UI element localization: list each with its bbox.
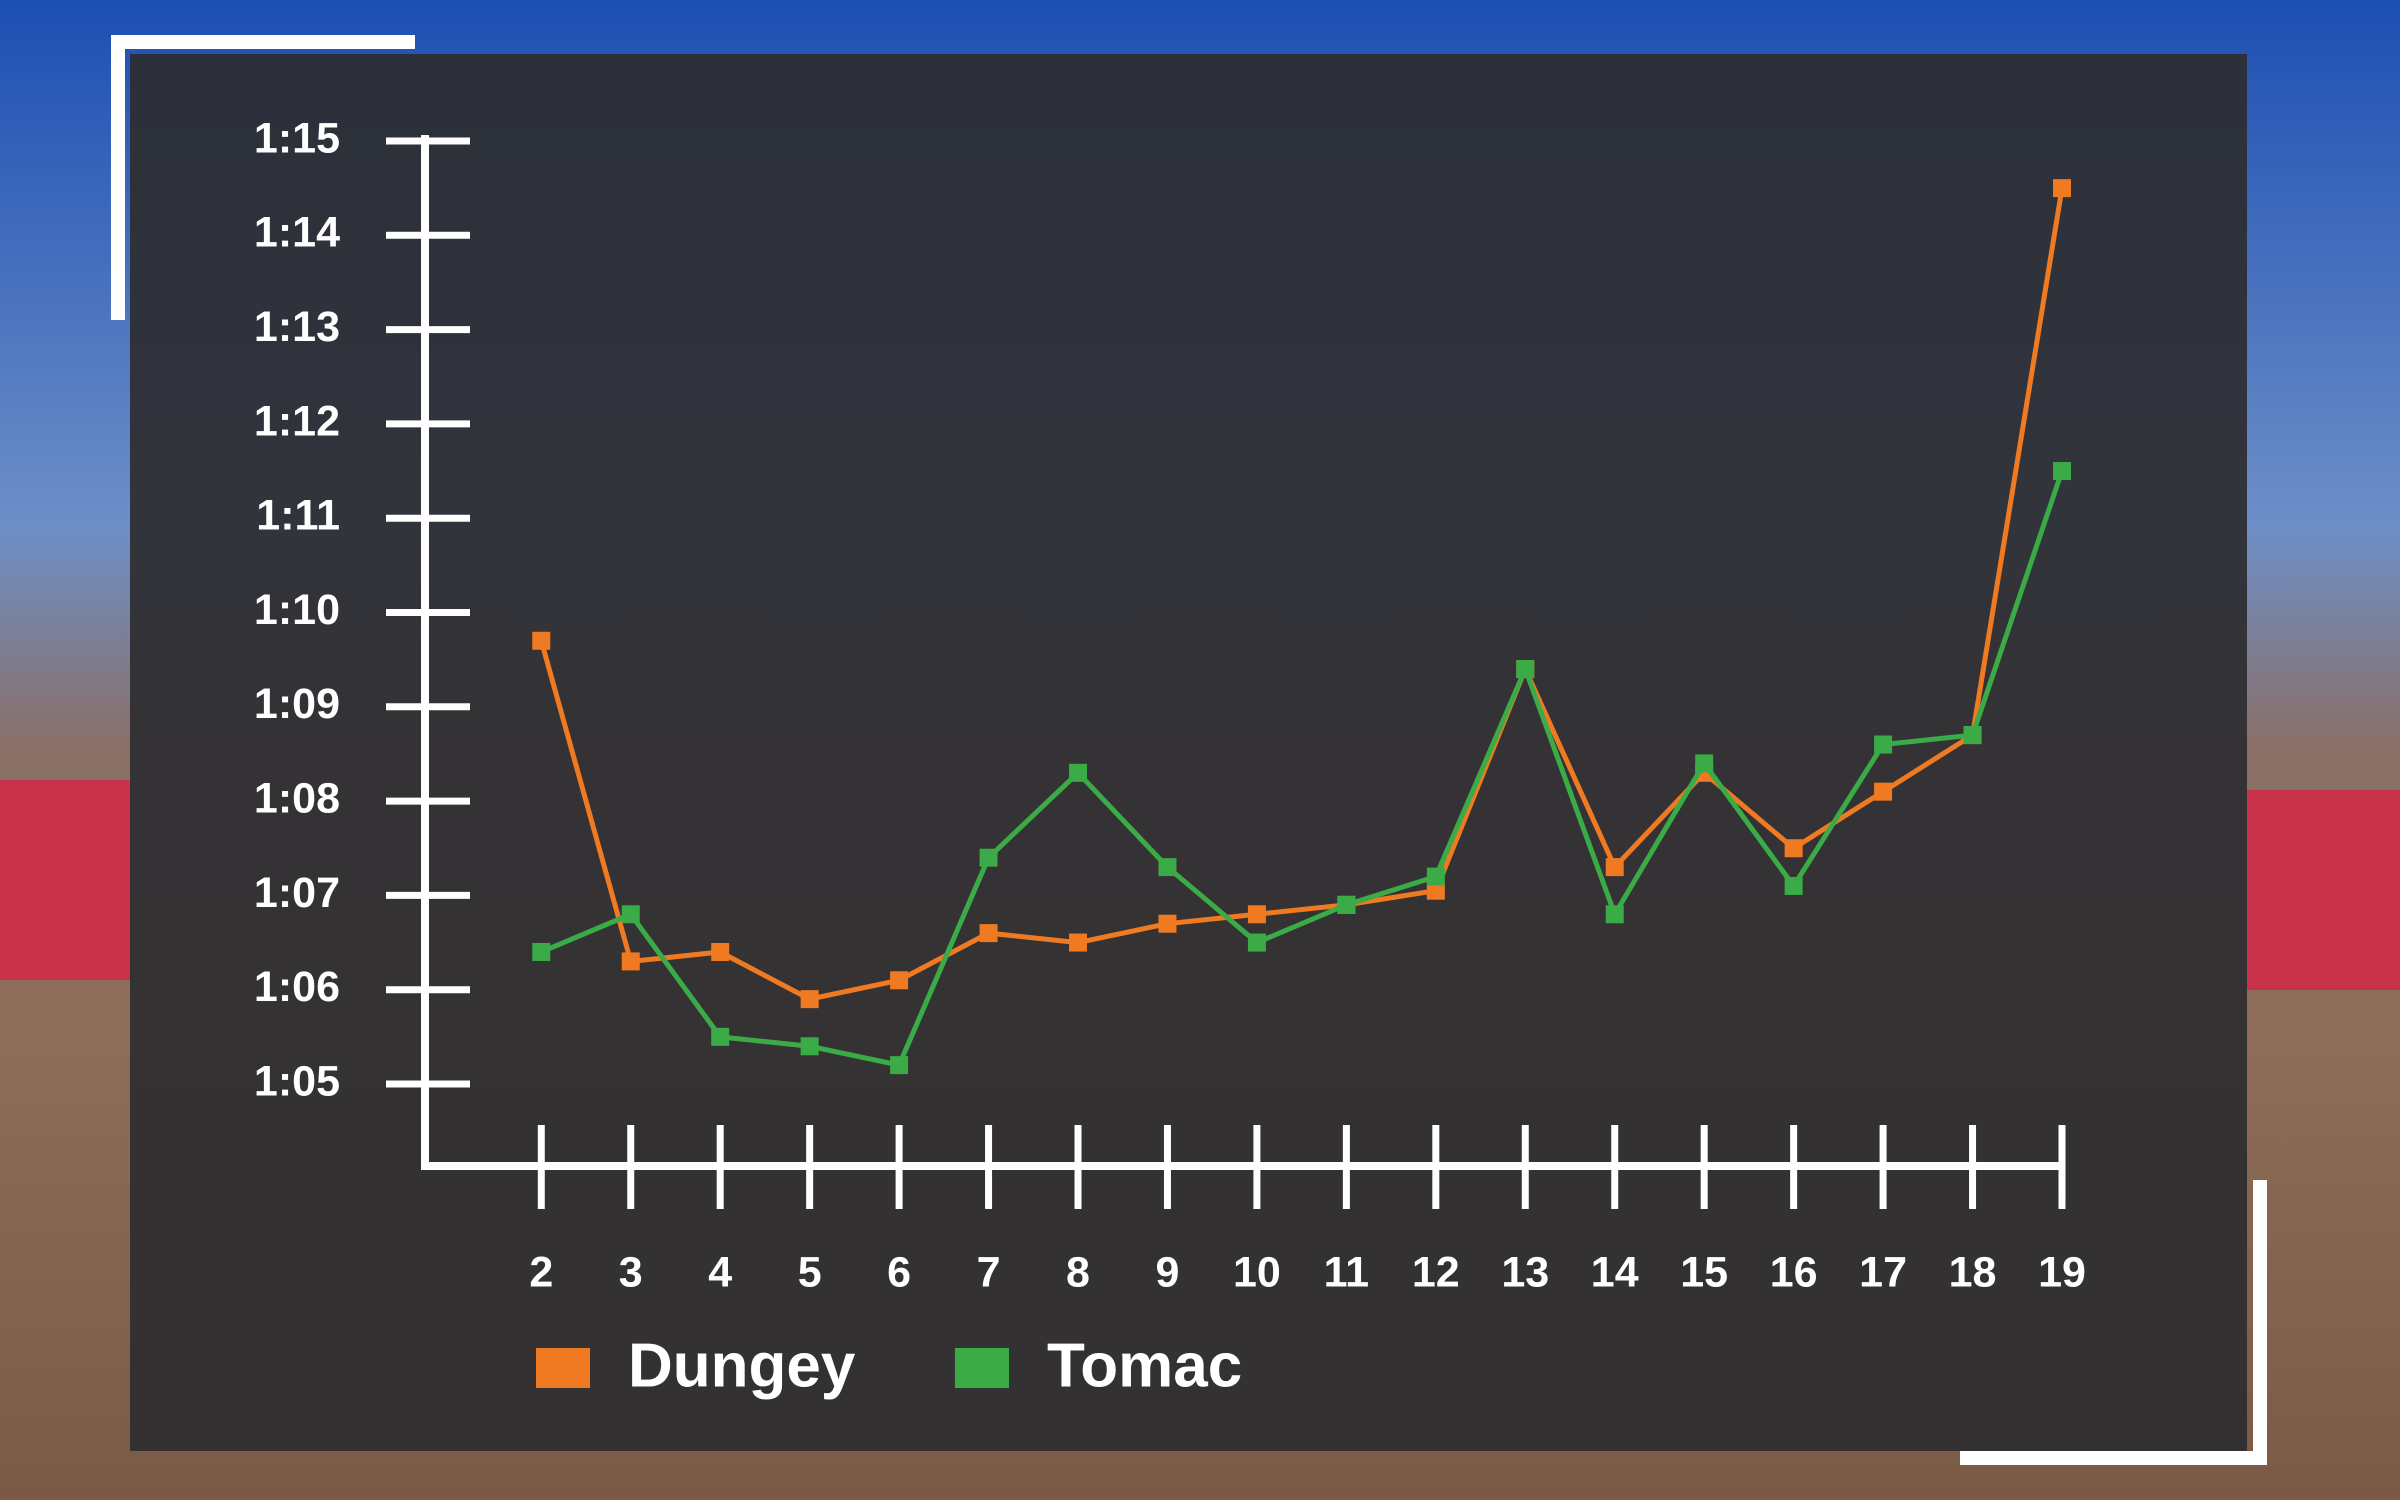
point-marker xyxy=(890,971,909,990)
y-tick-label: 1:15 xyxy=(254,114,340,162)
legend-swatch xyxy=(536,1348,590,1388)
x-tick-label: 17 xyxy=(1859,1248,1907,1296)
y-tick-label: 1:11 xyxy=(256,492,340,540)
x-tick-label: 11 xyxy=(1324,1248,1369,1296)
legend-label: Dungey xyxy=(628,1331,856,1400)
point-marker xyxy=(1605,858,1624,877)
point-marker xyxy=(979,924,998,943)
series-line xyxy=(540,470,2065,1069)
point-marker xyxy=(1784,839,1803,858)
x-tick-label: 9 xyxy=(1156,1248,1180,1296)
point-marker xyxy=(800,1037,819,1056)
point-marker xyxy=(1337,895,1356,914)
point-marker xyxy=(1247,905,1266,924)
point-marker xyxy=(2053,462,2071,481)
y-tick-label: 1:06 xyxy=(254,963,340,1011)
x-tick-label: 4 xyxy=(708,1248,732,1296)
banner-right xyxy=(2247,790,2400,990)
point-marker xyxy=(979,848,998,867)
point-marker xyxy=(532,942,551,961)
x-tick-label: 16 xyxy=(1770,1248,1818,1296)
point-marker xyxy=(621,905,640,924)
banner-left xyxy=(0,780,130,980)
x-tick-label: 15 xyxy=(1680,1248,1728,1296)
y-tick-label: 1:08 xyxy=(254,774,340,822)
y-tick-label: 1:07 xyxy=(254,869,340,917)
point-marker xyxy=(1874,735,1893,754)
x-tick-label: 13 xyxy=(1501,1248,1549,1296)
point-marker xyxy=(1963,726,1982,745)
legend-swatch xyxy=(955,1348,1009,1388)
point-marker xyxy=(800,990,819,1009)
legend-label: Tomac xyxy=(1047,1331,1242,1400)
point-marker xyxy=(1874,782,1893,801)
point-marker xyxy=(1069,763,1088,782)
y-tick-label: 1:12 xyxy=(254,397,340,445)
x-tick-label: 3 xyxy=(619,1248,643,1296)
x-tick-label: 8 xyxy=(1066,1248,1090,1296)
x-tick-label: 5 xyxy=(798,1248,822,1296)
y-tick-label: 1:14 xyxy=(254,209,340,257)
x-tick-label: 19 xyxy=(2038,1248,2086,1296)
y-tick-label: 1:09 xyxy=(254,680,340,728)
panel xyxy=(130,54,2247,1451)
point-marker xyxy=(1158,858,1177,877)
point-marker xyxy=(1695,754,1714,773)
point-marker xyxy=(1605,905,1624,924)
point-marker xyxy=(711,942,730,961)
corner-bracket xyxy=(1960,1180,2267,1465)
point-marker xyxy=(890,1056,909,1075)
y-tick-label: 1:13 xyxy=(254,303,340,351)
x-tick-label: 2 xyxy=(529,1248,553,1296)
point-marker xyxy=(1784,876,1803,895)
x-tick-label: 12 xyxy=(1412,1248,1460,1296)
x-tick-label: 7 xyxy=(977,1248,1001,1296)
point-marker xyxy=(1069,933,1088,952)
point-marker xyxy=(1158,914,1177,933)
y-tick-label: 1:10 xyxy=(254,586,340,634)
x-tick-label: 18 xyxy=(1949,1248,1997,1296)
point-marker xyxy=(1426,881,1445,900)
plot-area: 1:05 1:06 1:07 1:08 1:09 1:10 1:11 1:12 1:13 1:14… xyxy=(254,114,2086,1400)
point-marker xyxy=(711,1027,730,1046)
y-tick-label: 1:05 xyxy=(254,1057,340,1105)
x-tick-label: 14 xyxy=(1591,1248,1639,1296)
point-marker xyxy=(1516,660,1535,679)
point-marker xyxy=(2053,179,2071,198)
point-marker xyxy=(532,631,551,650)
point-marker xyxy=(1426,867,1445,886)
point-marker xyxy=(621,952,640,971)
x-tick-label: 6 xyxy=(887,1248,911,1296)
point-marker xyxy=(1247,933,1266,952)
corner-bracket xyxy=(111,35,415,320)
x-tick-label: 10 xyxy=(1233,1248,1281,1296)
series-line xyxy=(538,187,2065,1002)
